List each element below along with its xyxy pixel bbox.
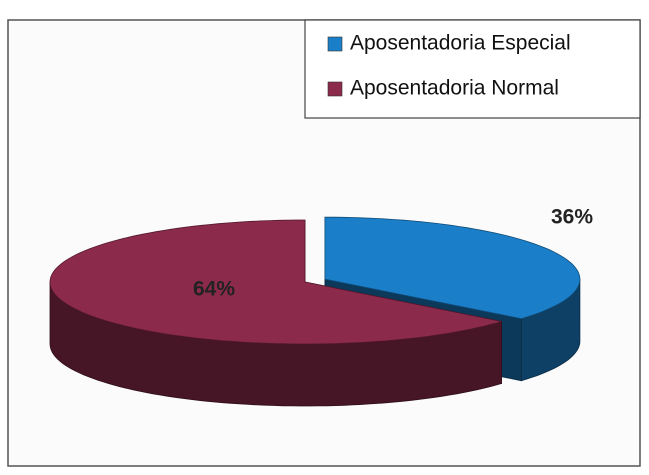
data-label: 64%	[193, 278, 235, 301]
legend: Aposentadoria Especial Aposentadoria Norm…	[304, 19, 641, 119]
pie: 36% 64%	[49, 206, 593, 407]
data-label: 36%	[551, 206, 593, 229]
slice	[49, 219, 502, 345]
legend-label: Aposentadoria Especial	[350, 32, 571, 55]
slice	[324, 216, 581, 320]
legend-label: Aposentadoria Normal	[350, 77, 559, 100]
legend-swatch	[327, 36, 343, 52]
legend-swatch	[327, 81, 343, 97]
legend-box	[304, 19, 641, 119]
